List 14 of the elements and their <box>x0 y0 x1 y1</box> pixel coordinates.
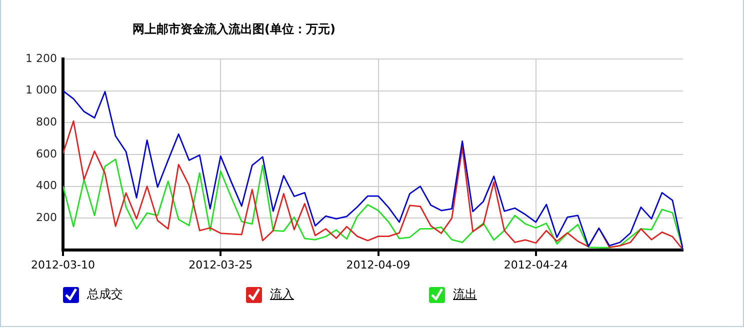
chart-title: 网上邮市资金流入流出图(单位：万元) <box>132 22 336 36</box>
y-tick-label: 600 <box>36 147 57 160</box>
x-tick-label: 2012-03-25 <box>188 258 253 272</box>
x-tick-label: 2012-04-24 <box>504 258 568 272</box>
y-tick-label: 200 <box>36 211 57 224</box>
legend-label: 总成交 <box>87 286 123 303</box>
legend-label: 流出 <box>453 286 477 303</box>
y-tick-label: 400 <box>36 179 57 192</box>
y-tick-label: 1 200 <box>26 52 57 65</box>
x-tick-label: 2012-03-10 <box>31 258 95 272</box>
legend-label: 流入 <box>270 286 294 303</box>
x-tick-label: 2012-04-09 <box>346 258 410 272</box>
y-tick-label: 1 000 <box>26 84 57 97</box>
y-tick-label: 800 <box>36 116 57 129</box>
